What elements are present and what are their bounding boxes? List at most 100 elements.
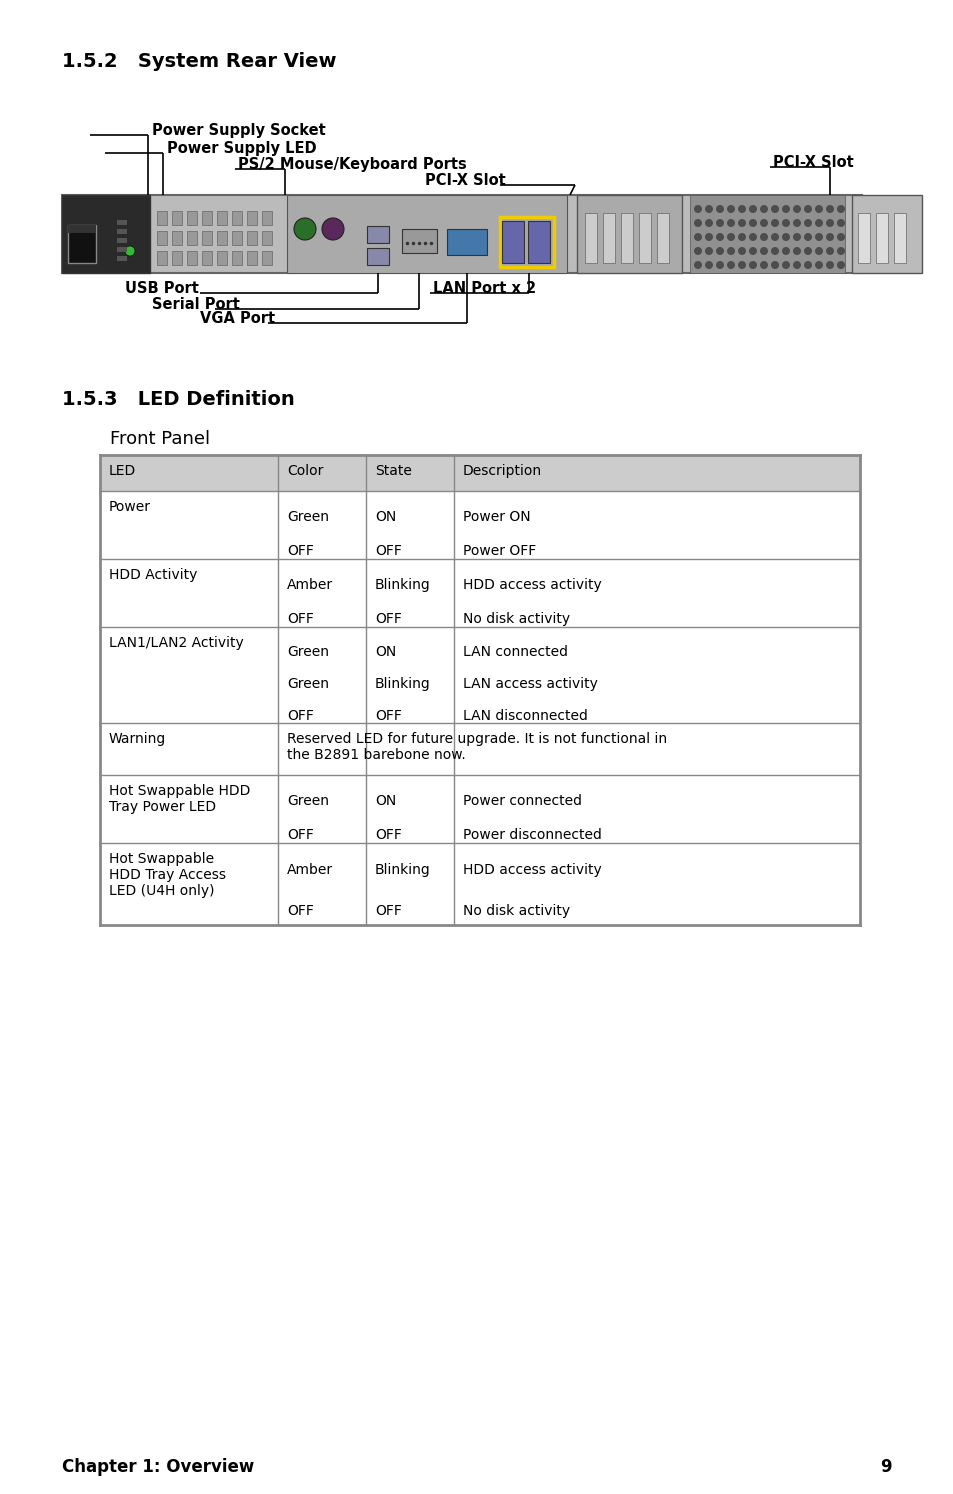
Circle shape (294, 218, 315, 241)
Circle shape (792, 205, 801, 214)
Circle shape (836, 233, 844, 241)
Text: No disk activity: No disk activity (462, 904, 570, 919)
Text: Amber: Amber (287, 864, 333, 877)
Circle shape (760, 233, 767, 241)
Bar (689, 196, 844, 273)
Circle shape (322, 218, 344, 241)
Text: Power: Power (109, 500, 151, 514)
Circle shape (836, 247, 844, 255)
Bar (447, 229, 486, 255)
Circle shape (760, 220, 767, 227)
Bar (187, 251, 196, 264)
Circle shape (770, 233, 779, 241)
Circle shape (781, 205, 789, 214)
Circle shape (836, 261, 844, 269)
Bar (117, 238, 127, 244)
Circle shape (748, 220, 757, 227)
Text: OFF: OFF (375, 710, 401, 723)
Circle shape (693, 261, 701, 269)
Text: OFF: OFF (375, 904, 401, 919)
Text: Power connected: Power connected (462, 793, 581, 808)
Text: Color: Color (287, 465, 323, 478)
Circle shape (803, 233, 811, 241)
Bar (501, 221, 523, 263)
Circle shape (825, 233, 833, 241)
Text: Power Supply LED: Power Supply LED (167, 140, 316, 155)
Text: PS/2 Mouse/Keyboard Ports: PS/2 Mouse/Keyboard Ports (237, 157, 466, 172)
Circle shape (738, 220, 745, 227)
Text: OFF: OFF (375, 828, 401, 841)
Circle shape (814, 261, 822, 269)
Bar (100, 456, 859, 492)
Circle shape (792, 247, 801, 255)
Circle shape (814, 220, 822, 227)
Text: OFF: OFF (287, 828, 314, 841)
Text: LAN1/LAN2 Activity: LAN1/LAN2 Activity (109, 636, 244, 650)
Bar (367, 248, 389, 264)
Circle shape (760, 261, 767, 269)
Text: Reserved LED for future upgrade. It is not functional in
the B2891 barebone now.: Reserved LED for future upgrade. It is n… (287, 732, 666, 762)
Text: HDD access activity: HDD access activity (462, 864, 601, 877)
Text: Blinking: Blinking (375, 864, 431, 877)
Text: HDD access activity: HDD access activity (462, 578, 601, 592)
Bar (247, 232, 256, 245)
Circle shape (726, 205, 734, 214)
Bar (577, 196, 681, 273)
Circle shape (825, 205, 833, 214)
Bar (216, 232, 227, 245)
Circle shape (716, 233, 723, 241)
Bar (247, 211, 256, 226)
Text: Power disconnected: Power disconnected (462, 828, 601, 841)
Bar (851, 196, 921, 273)
Circle shape (803, 247, 811, 255)
Bar (187, 211, 196, 226)
Text: OFF: OFF (375, 611, 401, 626)
Text: LAN Port x 2: LAN Port x 2 (433, 281, 536, 296)
Text: ON: ON (375, 645, 395, 659)
Circle shape (748, 247, 757, 255)
Circle shape (836, 205, 844, 214)
Bar (262, 232, 272, 245)
Text: Green: Green (287, 509, 329, 523)
Bar (657, 214, 668, 263)
Circle shape (781, 261, 789, 269)
Circle shape (748, 233, 757, 241)
Text: 1.5.2   System Rear View: 1.5.2 System Rear View (62, 52, 336, 72)
Circle shape (792, 220, 801, 227)
Bar (232, 251, 242, 264)
Circle shape (716, 261, 723, 269)
Text: LAN connected: LAN connected (462, 645, 567, 659)
Text: No disk activity: No disk activity (462, 611, 570, 626)
Circle shape (716, 220, 723, 227)
Text: Hot Swappable HDD
Tray Power LED: Hot Swappable HDD Tray Power LED (109, 784, 250, 814)
Circle shape (760, 247, 767, 255)
Bar (216, 251, 227, 264)
Bar (157, 251, 167, 264)
Circle shape (726, 233, 734, 241)
Text: OFF: OFF (287, 710, 314, 723)
Bar (499, 217, 554, 267)
Bar (602, 214, 615, 263)
Bar (68, 226, 96, 233)
Text: PCI-X Slot: PCI-X Slot (772, 155, 853, 170)
Bar (187, 232, 196, 245)
Bar (117, 255, 127, 261)
Circle shape (760, 205, 767, 214)
Circle shape (770, 247, 779, 255)
Text: Amber: Amber (287, 578, 333, 592)
Bar (68, 226, 96, 263)
Bar (172, 251, 182, 264)
Bar (620, 214, 633, 263)
Text: Blinking: Blinking (375, 677, 431, 690)
Circle shape (704, 220, 712, 227)
Bar (262, 251, 272, 264)
Circle shape (814, 233, 822, 241)
Circle shape (792, 261, 801, 269)
Text: Power ON: Power ON (462, 509, 530, 523)
Text: OFF: OFF (375, 544, 401, 557)
Bar (172, 211, 182, 226)
Circle shape (770, 205, 779, 214)
Text: Power Supply Socket: Power Supply Socket (152, 123, 325, 137)
Bar (202, 232, 212, 245)
Bar (232, 232, 242, 245)
